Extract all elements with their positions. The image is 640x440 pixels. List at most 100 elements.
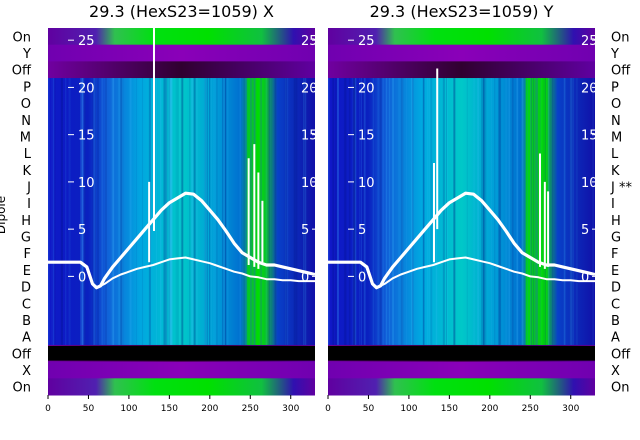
texture-stripe — [332, 78, 334, 345]
texture-stripe — [182, 78, 184, 345]
heatmap-row — [48, 44, 315, 62]
hot-stripe — [246, 78, 249, 345]
texture-stripe — [530, 78, 531, 345]
row-label-right: Off — [611, 64, 631, 79]
texture-stripe — [516, 78, 519, 345]
row-label-right: On — [611, 30, 629, 45]
texture-stripe — [274, 78, 277, 345]
texture-stripe — [92, 78, 94, 345]
texture-stripe — [80, 78, 82, 345]
x-tick-label: 200 — [481, 404, 498, 414]
texture-stripe — [112, 78, 115, 345]
texture-stripe — [508, 78, 510, 345]
overlay-tick-label: 25 — [78, 34, 95, 49]
texture-stripe — [169, 78, 172, 345]
texture-stripe — [494, 78, 496, 345]
texture-stripe — [118, 78, 120, 345]
texture-stripe — [532, 78, 535, 345]
texture-stripe — [466, 78, 468, 345]
row-label-right: H — [611, 214, 621, 229]
heatmap-row — [328, 378, 595, 396]
heatmap-row — [328, 278, 595, 296]
texture-stripe — [93, 78, 96, 345]
texture-stripe — [442, 78, 445, 345]
row-label-right: I — [611, 197, 615, 212]
texture-stripe — [121, 78, 124, 345]
texture-stripe — [111, 78, 114, 345]
y-axis-label: Dipole — [0, 196, 8, 234]
texture-stripe — [65, 78, 67, 345]
texture-stripe — [328, 78, 330, 345]
texture-stripe — [405, 78, 407, 345]
texture-stripe — [352, 78, 354, 345]
texture-stripe — [354, 78, 356, 345]
texture-stripe — [180, 78, 183, 345]
row-label-right: On — [611, 381, 629, 396]
overlay-tick-label-right: 0 — [301, 270, 309, 285]
texture-stripe — [343, 78, 346, 345]
texture-stripe — [129, 78, 132, 345]
texture-stripe — [165, 78, 168, 345]
texture-stripe — [178, 78, 181, 345]
texture-stripe — [473, 78, 475, 345]
heatmap-row — [328, 44, 595, 62]
texture-stripe — [165, 78, 167, 345]
overlay-tick-label: 0 — [78, 270, 86, 285]
texture-stripe — [511, 78, 513, 345]
texture-stripe — [499, 78, 502, 345]
x-tick-label: 50 — [83, 404, 95, 414]
heatmap-row — [328, 61, 595, 79]
texture-stripe — [428, 78, 430, 345]
texture-stripe — [353, 78, 355, 345]
texture-stripe — [446, 78, 447, 345]
hot-stripe — [540, 78, 544, 345]
texture-stripe — [304, 78, 307, 345]
overlay-tick-label-right: 15 — [581, 129, 598, 144]
texture-stripe — [331, 78, 333, 345]
texture-stripe — [165, 78, 167, 345]
texture-stripe — [592, 78, 594, 345]
texture-stripe — [446, 78, 448, 345]
texture-stripe — [359, 78, 361, 345]
overlay-tick-label-right: 25 — [301, 34, 318, 49]
texture-stripe — [204, 78, 206, 345]
overlay-tick-label-right: 20 — [581, 81, 598, 96]
overlay-tick-label-right: 20 — [301, 81, 318, 96]
heatmap-row — [328, 111, 595, 129]
texture-stripe — [422, 78, 425, 345]
row-label-left: B — [22, 314, 31, 329]
texture-stripe — [204, 78, 207, 345]
texture-stripe — [61, 78, 64, 345]
hot-stripe — [264, 78, 267, 345]
texture-stripe — [485, 78, 487, 345]
texture-stripe — [269, 78, 271, 345]
overlay-tick-label: 15 — [78, 129, 95, 144]
hot-stripe — [533, 78, 536, 345]
texture-stripe — [222, 78, 224, 345]
overlay-tick-label-right: 15 — [301, 129, 318, 144]
hot-stripe — [526, 78, 529, 345]
texture-stripe — [572, 78, 574, 345]
heatmap-row — [48, 378, 315, 396]
hot-stripe — [545, 78, 548, 345]
heatmap-row — [48, 28, 315, 46]
row-label-right: C — [611, 297, 620, 312]
texture-stripe — [572, 78, 574, 345]
heatmap-row — [328, 144, 595, 162]
texture-stripe — [48, 78, 50, 345]
row-label-left: On — [13, 381, 31, 396]
overlay-tick-label: 20 — [358, 81, 375, 96]
texture-stripe — [105, 78, 107, 345]
texture-stripe — [382, 78, 384, 345]
texture-stripe — [97, 78, 99, 345]
row-label-right: X — [611, 364, 620, 379]
heatmap-row — [328, 211, 595, 229]
texture-stripe — [194, 78, 196, 345]
overlay-tick-label: 10 — [78, 176, 95, 191]
texture-stripe — [196, 78, 197, 345]
texture-stripe — [304, 78, 306, 345]
overlay-tick-label: 5 — [78, 223, 86, 238]
texture-stripe — [166, 78, 168, 345]
texture-stripe — [348, 78, 351, 345]
texture-stripe — [101, 78, 103, 345]
